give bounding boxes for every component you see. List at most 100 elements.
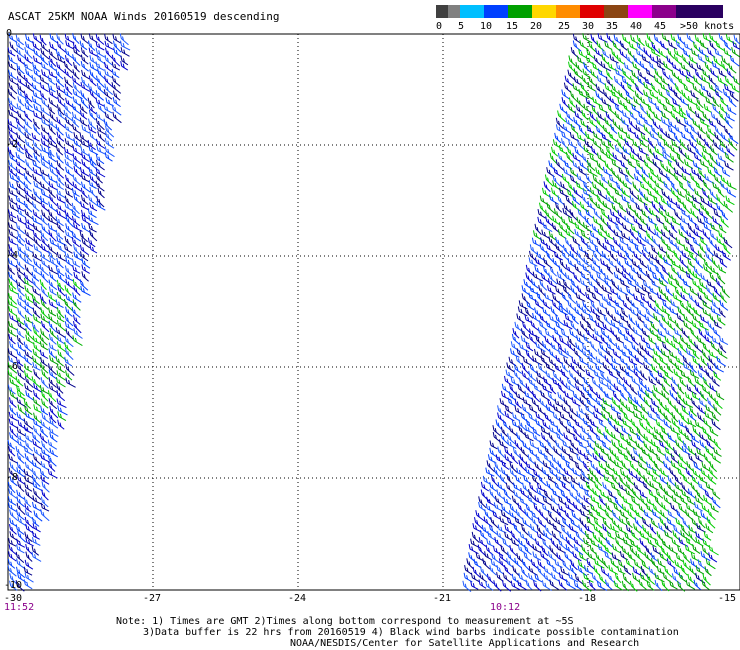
wind-barb <box>708 159 717 170</box>
wind-barb <box>17 83 25 94</box>
wind-barb <box>688 531 697 544</box>
wind-barb <box>80 90 88 101</box>
wind-barb <box>72 96 81 107</box>
wind-barb <box>701 349 711 362</box>
wind-barb <box>24 103 34 113</box>
wind-barb <box>57 405 68 416</box>
wind-barb <box>699 439 709 451</box>
wind-barb <box>611 431 621 442</box>
wind-barb <box>48 348 57 359</box>
wind-barb <box>622 496 633 506</box>
wind-barb <box>650 321 660 333</box>
wind-barb <box>16 362 25 373</box>
wind-barb <box>586 516 594 526</box>
wind-barb <box>499 474 508 485</box>
wind-barb <box>658 286 666 297</box>
wind-barb <box>558 265 567 278</box>
wind-barb <box>81 209 90 220</box>
wind-barb <box>579 201 589 213</box>
wind-barb <box>549 265 557 277</box>
wind-barb <box>699 279 708 290</box>
wind-barb <box>119 33 129 46</box>
wind-barb <box>643 194 653 204</box>
wind-barb <box>539 243 550 256</box>
wind-barb <box>89 186 98 199</box>
wind-barb <box>502 419 511 431</box>
wind-barb <box>664 453 673 464</box>
wind-barb <box>721 167 731 177</box>
pass-time-west: 11:52 <box>4 602 35 613</box>
wind-barb <box>576 250 585 263</box>
wind-barb <box>723 125 733 138</box>
wind-barb <box>678 453 688 465</box>
wind-barb <box>80 146 89 157</box>
wind-barb <box>596 40 605 52</box>
wind-barb <box>25 489 35 501</box>
wind-barb <box>601 440 611 451</box>
wind-barb <box>583 453 593 463</box>
wind-barb <box>503 488 512 500</box>
wind-barb <box>7 496 17 506</box>
wind-barb <box>580 468 590 481</box>
wind-barb <box>502 580 512 592</box>
wind-barb <box>65 188 74 198</box>
wind-barb <box>538 285 546 297</box>
wind-barb <box>586 48 595 59</box>
wind-barb <box>486 573 495 584</box>
wind-barb <box>478 579 487 589</box>
wind-barb <box>89 159 99 171</box>
wind-barb <box>56 174 65 186</box>
wind-barb <box>24 250 33 262</box>
wind-barb <box>708 467 718 480</box>
wind-barb <box>65 257 74 267</box>
wind-barb <box>649 523 657 535</box>
wind-barb <box>678 229 689 241</box>
wind-barb <box>638 264 647 277</box>
scale-label: 20 <box>530 21 543 32</box>
wind-barb <box>585 404 594 415</box>
wind-barb <box>663 257 673 267</box>
wind-barb <box>719 257 728 268</box>
wind-barb <box>677 348 687 360</box>
wind-barb <box>550 495 559 506</box>
wind-barb <box>557 348 569 359</box>
wind-barb <box>643 159 654 172</box>
wind-barb <box>596 117 605 130</box>
wind-barb <box>583 572 594 583</box>
wind-barb <box>15 145 25 155</box>
wind-barb <box>522 321 531 334</box>
wind-barb <box>57 411 67 422</box>
wind-barb <box>624 258 632 268</box>
wind-barb <box>626 320 635 333</box>
wind-barb <box>600 61 612 72</box>
wind-barb <box>716 194 725 207</box>
wind-barb <box>56 104 65 116</box>
wind-barb <box>56 307 65 319</box>
wind-barb <box>25 152 36 163</box>
wind-barb <box>48 383 58 393</box>
wind-barb <box>636 468 646 480</box>
wind-barb <box>711 418 721 431</box>
wind-barb <box>7 47 16 57</box>
wind-barb <box>536 488 547 499</box>
wind-barb <box>534 299 544 310</box>
wind-barb <box>56 180 65 190</box>
wind-barb <box>551 572 560 582</box>
wind-barb <box>548 425 560 436</box>
wind-barb <box>484 551 493 561</box>
wind-barb <box>8 467 18 479</box>
wind-barb <box>621 349 630 359</box>
wind-barb <box>662 103 673 115</box>
wind-barb <box>40 236 50 248</box>
wind-barb <box>497 405 505 416</box>
wind-barb <box>16 258 25 270</box>
wind-barb <box>587 390 597 403</box>
wind-barb <box>32 139 43 152</box>
wind-barb <box>689 285 699 296</box>
scale-swatch <box>604 5 628 18</box>
wind-barb <box>566 188 576 199</box>
wind-barb <box>591 572 602 585</box>
wind-barb <box>24 187 34 200</box>
wind-barb <box>610 482 620 492</box>
wind-barb <box>578 244 589 255</box>
